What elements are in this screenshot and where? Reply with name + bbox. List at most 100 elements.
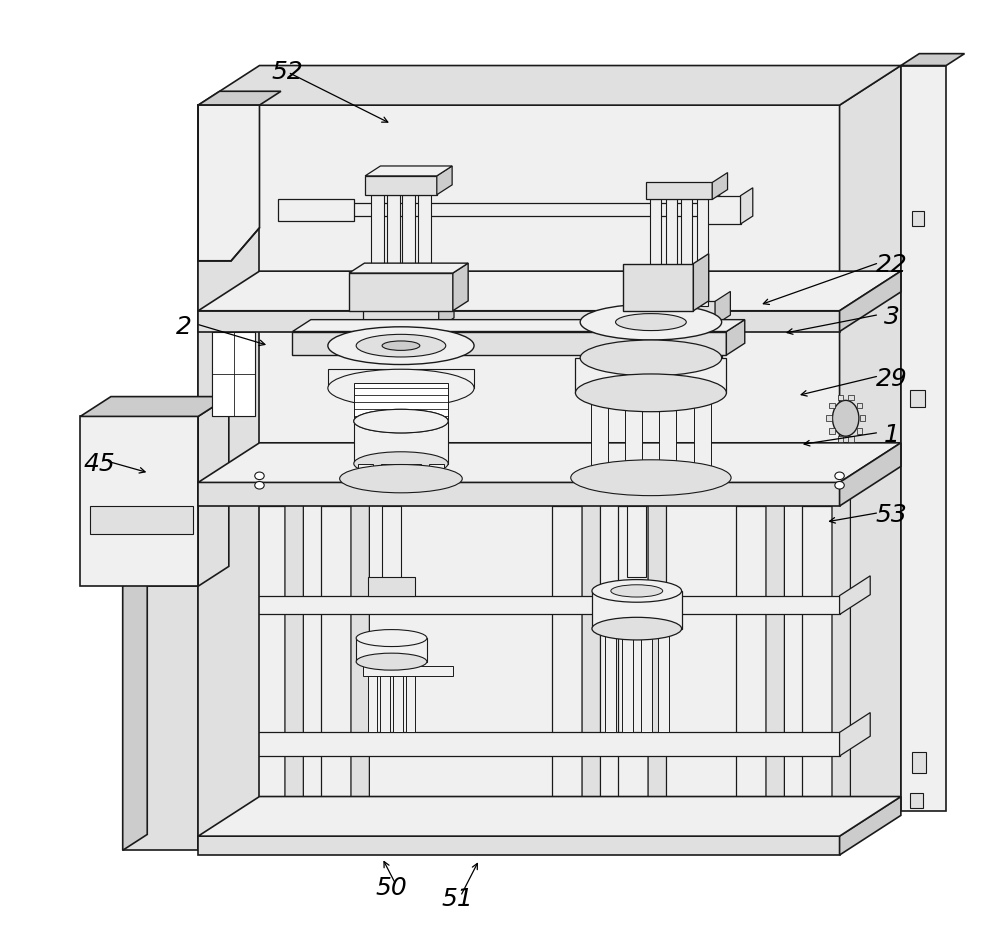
Bar bbox=[848, 436, 854, 442]
Polygon shape bbox=[726, 320, 745, 355]
Polygon shape bbox=[429, 464, 444, 482]
Ellipse shape bbox=[592, 580, 682, 603]
Text: 29: 29 bbox=[876, 367, 907, 391]
Ellipse shape bbox=[356, 334, 446, 357]
Polygon shape bbox=[741, 187, 753, 224]
Polygon shape bbox=[648, 494, 666, 846]
Text: 3: 3 bbox=[883, 306, 899, 329]
Bar bbox=[857, 403, 862, 409]
Polygon shape bbox=[643, 302, 715, 324]
Polygon shape bbox=[250, 596, 840, 615]
Polygon shape bbox=[198, 105, 259, 850]
Bar bbox=[910, 793, 923, 808]
Polygon shape bbox=[715, 291, 730, 324]
Polygon shape bbox=[358, 464, 373, 482]
Ellipse shape bbox=[356, 653, 427, 670]
Polygon shape bbox=[80, 396, 229, 416]
Polygon shape bbox=[638, 311, 664, 369]
Polygon shape bbox=[368, 577, 415, 596]
Polygon shape bbox=[198, 272, 901, 311]
Text: 1: 1 bbox=[883, 423, 899, 447]
Polygon shape bbox=[703, 196, 741, 224]
Ellipse shape bbox=[575, 374, 726, 412]
Polygon shape bbox=[901, 65, 946, 811]
Polygon shape bbox=[415, 303, 427, 328]
Polygon shape bbox=[592, 591, 682, 629]
Polygon shape bbox=[198, 797, 901, 836]
Polygon shape bbox=[198, 482, 840, 506]
Polygon shape bbox=[393, 661, 403, 732]
Polygon shape bbox=[694, 393, 711, 482]
Ellipse shape bbox=[571, 460, 731, 496]
Text: 50: 50 bbox=[376, 876, 407, 900]
Ellipse shape bbox=[611, 585, 663, 597]
Polygon shape bbox=[658, 629, 669, 732]
Polygon shape bbox=[356, 638, 427, 661]
Polygon shape bbox=[349, 203, 708, 217]
Ellipse shape bbox=[835, 472, 844, 480]
Polygon shape bbox=[840, 65, 901, 850]
Polygon shape bbox=[321, 506, 351, 846]
Bar bbox=[848, 394, 854, 400]
Bar bbox=[912, 211, 924, 226]
Polygon shape bbox=[123, 587, 198, 850]
Polygon shape bbox=[278, 199, 354, 221]
Polygon shape bbox=[328, 369, 474, 388]
Polygon shape bbox=[591, 393, 608, 482]
Polygon shape bbox=[292, 320, 745, 331]
Ellipse shape bbox=[328, 369, 474, 407]
Ellipse shape bbox=[255, 482, 264, 489]
Polygon shape bbox=[123, 570, 147, 850]
Polygon shape bbox=[198, 105, 259, 261]
Polygon shape bbox=[292, 331, 726, 355]
Ellipse shape bbox=[356, 630, 427, 646]
Polygon shape bbox=[368, 661, 377, 732]
Polygon shape bbox=[712, 172, 728, 200]
Bar bbox=[826, 415, 832, 421]
Ellipse shape bbox=[340, 464, 462, 493]
Polygon shape bbox=[198, 65, 901, 105]
Polygon shape bbox=[664, 303, 676, 369]
Polygon shape bbox=[575, 358, 726, 393]
Polygon shape bbox=[354, 421, 448, 464]
Polygon shape bbox=[406, 464, 421, 482]
Polygon shape bbox=[351, 494, 369, 846]
Polygon shape bbox=[387, 195, 400, 309]
Polygon shape bbox=[659, 393, 676, 482]
Polygon shape bbox=[697, 200, 708, 307]
Text: 45: 45 bbox=[83, 451, 115, 476]
Polygon shape bbox=[708, 195, 720, 217]
Polygon shape bbox=[646, 183, 712, 200]
Ellipse shape bbox=[354, 410, 448, 433]
Polygon shape bbox=[285, 494, 303, 846]
Polygon shape bbox=[198, 443, 901, 482]
Polygon shape bbox=[406, 661, 415, 732]
Polygon shape bbox=[766, 494, 784, 846]
Polygon shape bbox=[623, 264, 693, 311]
Polygon shape bbox=[840, 443, 901, 506]
Polygon shape bbox=[901, 54, 965, 65]
Polygon shape bbox=[80, 416, 198, 587]
Ellipse shape bbox=[835, 482, 844, 489]
Polygon shape bbox=[387, 311, 415, 328]
Polygon shape bbox=[453, 263, 468, 311]
Bar bbox=[838, 394, 843, 400]
Polygon shape bbox=[618, 506, 648, 846]
Polygon shape bbox=[365, 166, 452, 176]
Polygon shape bbox=[349, 263, 468, 273]
Polygon shape bbox=[198, 105, 840, 850]
Polygon shape bbox=[736, 506, 766, 846]
Polygon shape bbox=[641, 629, 652, 732]
Polygon shape bbox=[90, 506, 193, 534]
Bar bbox=[910, 390, 925, 407]
Polygon shape bbox=[212, 331, 255, 416]
Polygon shape bbox=[365, 176, 437, 195]
Ellipse shape bbox=[592, 618, 682, 639]
Ellipse shape bbox=[255, 472, 264, 480]
Polygon shape bbox=[380, 661, 390, 732]
Polygon shape bbox=[439, 285, 454, 327]
Polygon shape bbox=[840, 272, 901, 331]
Polygon shape bbox=[650, 200, 661, 307]
Bar bbox=[860, 415, 865, 421]
Polygon shape bbox=[625, 393, 642, 482]
